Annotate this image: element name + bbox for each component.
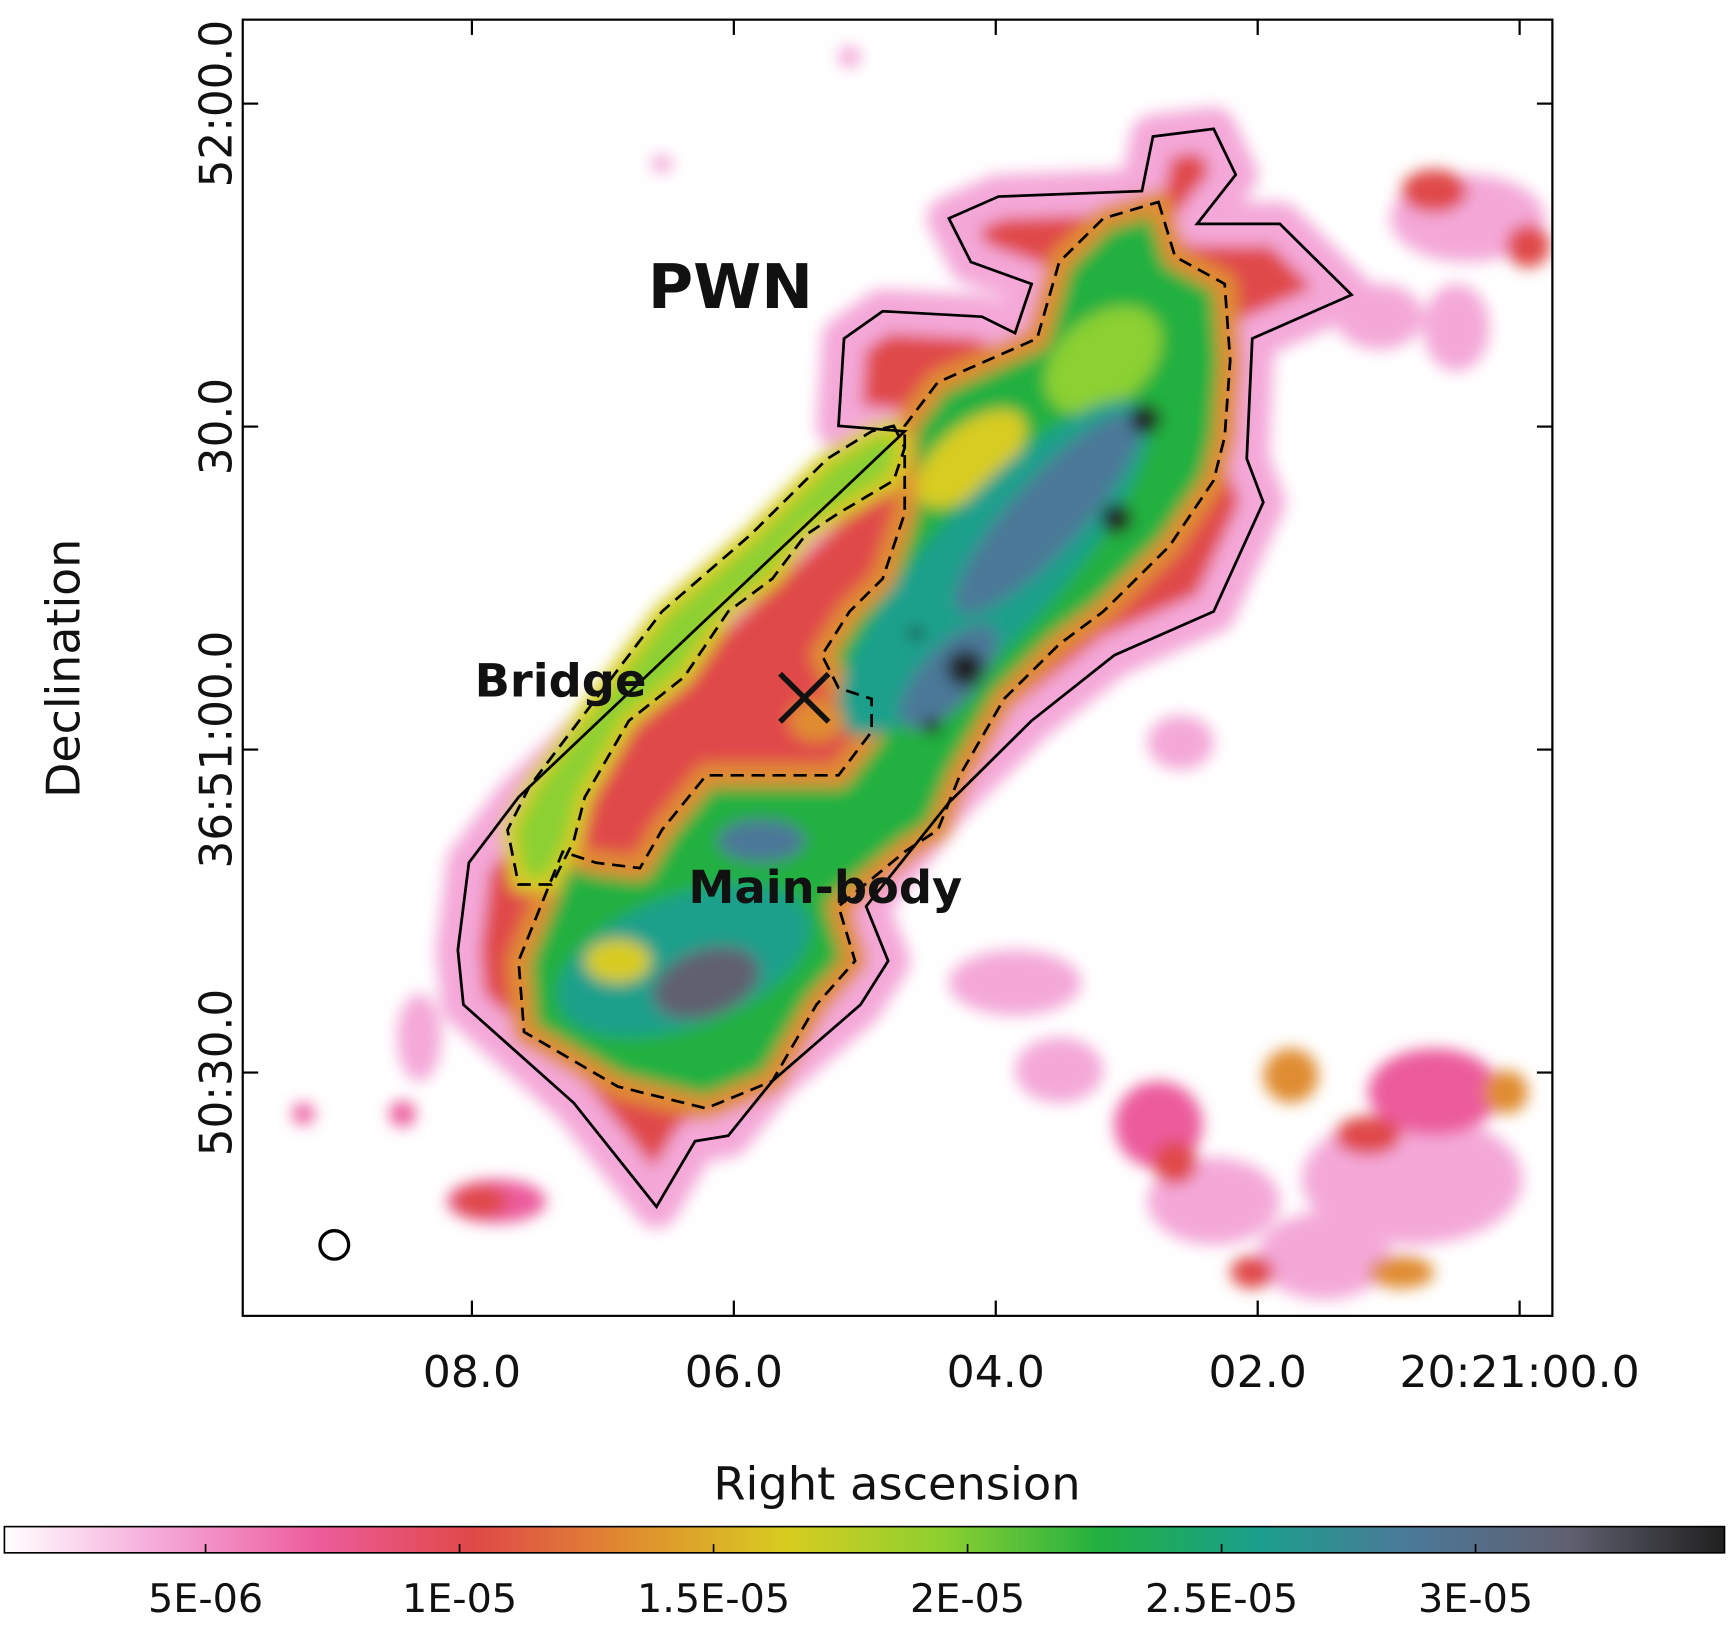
emission-blob	[1257, 1212, 1391, 1300]
pulsar-cross	[778, 671, 831, 724]
emission-blob	[1368, 1048, 1501, 1136]
outer-contour	[456, 127, 1354, 1210]
emission-blob	[948, 950, 1082, 1016]
colorbar-tick-label: 5E-06	[148, 1576, 263, 1622]
emission-blob	[838, 45, 861, 68]
emission-blob	[1483, 1070, 1529, 1114]
colorbar-tick-label: 1.5E-05	[637, 1576, 790, 1622]
emission-blob	[1230, 1255, 1275, 1289]
emission-blob	[1423, 283, 1490, 372]
emission-blob	[1045, 306, 1162, 415]
x-axis-label: Right ascension	[713, 1457, 1080, 1511]
emission-blob	[717, 819, 806, 863]
emission-blob	[1263, 1048, 1319, 1103]
emission-blob	[292, 1102, 315, 1125]
y-tick-label: 52:00.0	[191, 20, 242, 188]
emission-blob	[946, 649, 985, 687]
annotation: PWN	[648, 252, 813, 323]
emission-blob	[1129, 404, 1161, 435]
emission-blob	[1506, 223, 1551, 268]
emission-blob	[923, 717, 942, 735]
emission-blob	[389, 1100, 416, 1127]
emission-blob	[653, 946, 760, 1019]
beam	[318, 1229, 351, 1261]
y-tick-label: 36:51:00.0	[191, 631, 242, 869]
emission-blob	[1368, 1255, 1435, 1289]
emission-blob	[915, 409, 1026, 508]
emission-blob	[397, 993, 442, 1082]
colorbar-tick-label: 3E-05	[1418, 1576, 1533, 1622]
emission-blob	[955, 413, 1141, 614]
y-tick-label: 50:30.0	[191, 989, 242, 1157]
emission-blob	[1015, 1037, 1104, 1103]
annotation: Main-body	[688, 860, 962, 914]
contours	[318, 127, 1354, 1261]
x-tick-label: 02.0	[1209, 1347, 1307, 1398]
annotation: Bridge	[475, 654, 647, 708]
frame	[241, 18, 1554, 1317]
x-tick-label: 20:21:00.0	[1400, 1347, 1640, 1398]
colorbar-tick-label: 1E-05	[402, 1576, 517, 1622]
x-tick-label: 04.0	[947, 1347, 1045, 1398]
y-axis-label: Declination	[36, 539, 90, 798]
colorbar	[3, 1525, 1726, 1554]
colorbar-tick-label: 2.5E-05	[1145, 1576, 1298, 1622]
bridge-contour	[506, 424, 907, 886]
emission-blob	[1147, 715, 1214, 770]
emission-blob	[1101, 503, 1133, 534]
emission-blob	[1401, 169, 1468, 213]
emission-blob	[1335, 1116, 1402, 1156]
emission-blob	[452, 1184, 508, 1218]
emission-blob	[909, 626, 923, 640]
colorbar-tick-label: 2E-05	[910, 1576, 1025, 1622]
x-tick-label: 06.0	[685, 1347, 783, 1398]
emission-blob	[584, 939, 651, 983]
main-body-contour	[517, 200, 1232, 1110]
x-tick-label: 08.0	[423, 1347, 521, 1398]
emission-blob	[650, 155, 674, 173]
y-tick-label: 30.0	[191, 378, 242, 475]
emission-blob	[1152, 1141, 1198, 1185]
emission-blob	[788, 698, 845, 743]
